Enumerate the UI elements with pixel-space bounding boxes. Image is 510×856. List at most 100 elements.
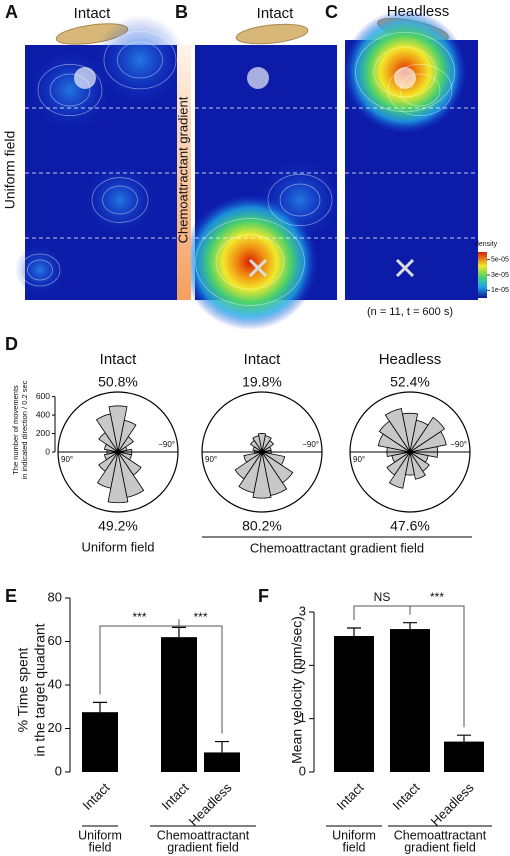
contour	[399, 73, 441, 107]
rose-petal	[261, 435, 272, 453]
error-bar	[172, 626, 186, 638]
rose-petal	[249, 439, 263, 453]
contour	[279, 183, 321, 217]
rose-petal	[117, 451, 145, 498]
contour	[355, 31, 455, 113]
contour	[373, 46, 437, 98]
percent-label: 47.6%	[390, 518, 430, 534]
significance-label: ***	[430, 590, 444, 604]
contour	[27, 259, 53, 281]
side-label: Chemoattractant gradient	[175, 96, 190, 243]
group-label: field	[343, 840, 366, 854]
x-tick-label: Intact	[389, 780, 422, 813]
rose-petal	[95, 413, 119, 453]
contour	[102, 185, 138, 215]
rose-petal	[117, 451, 142, 476]
group-label: Uniform field	[82, 539, 155, 554]
bar	[444, 741, 484, 772]
colorbar-tick-label: 1e-05	[491, 287, 509, 294]
rose-petal	[409, 451, 426, 480]
rose-title: Intact	[100, 351, 138, 368]
group-label: Chemoattractant gradient field	[250, 540, 424, 555]
rose-petal	[261, 451, 294, 484]
r-tick-label: 600	[36, 391, 50, 401]
significance-label: ***	[132, 610, 146, 624]
contour	[19, 253, 61, 287]
panel-label: C	[325, 2, 338, 22]
rose-petal	[409, 451, 430, 472]
density-blob	[95, 15, 185, 105]
rose-petal	[405, 451, 415, 476]
colorbar	[478, 252, 487, 298]
y-tick-label: 60	[48, 633, 62, 648]
rose-petal	[103, 443, 119, 453]
error-bar	[215, 740, 229, 753]
rose-petal	[261, 451, 288, 496]
group-label: Chemoattractant	[394, 828, 487, 842]
x-tick-label: Intact	[79, 780, 112, 813]
contour	[49, 73, 91, 107]
y-tick-label: 0	[55, 763, 62, 778]
panel-label: B	[175, 2, 188, 22]
x-tick-label: Headless	[428, 780, 477, 829]
y-axis-label: in indicated direction / 0.2 sec	[20, 380, 29, 479]
rose-petal	[96, 451, 119, 489]
panel-label: A	[5, 2, 18, 22]
target-x	[395, 258, 415, 278]
significance-bracket	[178, 619, 223, 734]
rose-petal	[409, 419, 429, 453]
angle-label: −90°	[158, 440, 175, 449]
r-tick-label: 200	[36, 428, 50, 438]
rose-petal	[117, 419, 137, 453]
error-bar	[457, 734, 471, 742]
angle-label: 90°	[205, 455, 217, 464]
rose-petal	[377, 433, 411, 453]
panel-title: Intact	[257, 5, 295, 22]
significance-label: ***	[193, 610, 207, 624]
panel-label: D	[5, 334, 18, 354]
density-blob	[85, 165, 155, 235]
group-label: gradient field	[404, 840, 476, 854]
group-label: Chemoattractant	[157, 828, 250, 842]
colorbar-title: density	[475, 241, 498, 248]
rose-petal	[409, 451, 429, 463]
rose-title: Headless	[379, 351, 442, 368]
y-tick-label: 2	[299, 657, 306, 672]
rose-petal	[409, 416, 446, 453]
bar	[390, 629, 430, 772]
y-tick-label: 80	[48, 589, 62, 604]
x-tick-label: Intact	[333, 780, 366, 813]
group-label: Uniform	[332, 828, 376, 842]
rose-petal	[108, 405, 128, 453]
worm-icon	[235, 23, 309, 45]
start-point	[74, 67, 96, 89]
contour	[117, 41, 163, 79]
angle-label: 90°	[61, 455, 73, 464]
contour	[103, 30, 177, 90]
y-axis-label: The number of movements	[11, 385, 20, 475]
rose-petal	[401, 412, 419, 453]
y-axis-label: Mean velocity (mm/sec)	[289, 616, 305, 764]
rose-petal	[386, 451, 411, 476]
y-axis-label: % Time spent	[15, 647, 31, 732]
contour	[215, 234, 285, 290]
r-tick-label: 0	[45, 446, 50, 456]
significance-bracket	[353, 605, 411, 620]
y-tick-label: 3	[299, 603, 306, 618]
contour	[267, 174, 333, 226]
side-label: Uniform field	[2, 131, 18, 210]
bar	[82, 712, 118, 772]
contour	[91, 177, 149, 223]
rose-title: Intact	[244, 351, 282, 368]
y-tick-label: 0	[299, 763, 306, 778]
panel-label: F	[258, 586, 269, 606]
bar	[161, 637, 197, 772]
colorbar-tick-label: 5e-05	[491, 257, 509, 264]
rose-petal	[257, 433, 267, 453]
percent-label: 80.2%	[242, 518, 282, 534]
error-bar	[93, 701, 107, 713]
x-tick-label: Intact	[158, 780, 191, 813]
r-tick-label: 400	[36, 409, 50, 419]
rose-petal	[107, 451, 129, 504]
